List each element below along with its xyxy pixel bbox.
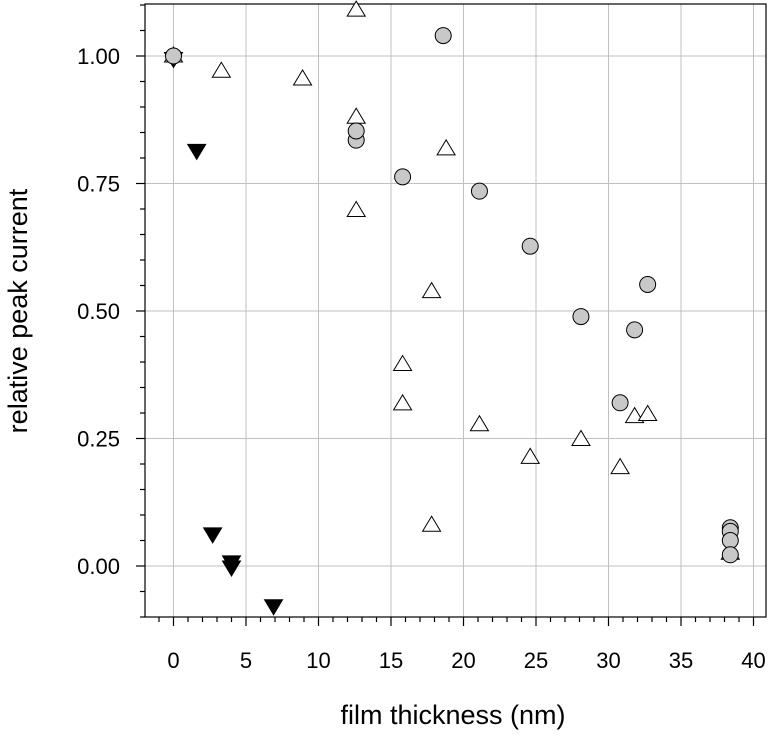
circle-point xyxy=(521,237,539,255)
open-triangle-point xyxy=(571,429,591,447)
circle-point xyxy=(470,182,488,200)
y-tick-label: 1.00 xyxy=(77,44,120,69)
x-tick-label: 15 xyxy=(379,648,403,673)
circle-point xyxy=(721,546,739,564)
y-axis-title: relative peak current xyxy=(3,188,33,433)
circle-point xyxy=(347,122,365,140)
open-triangle-point xyxy=(637,404,658,422)
filled-triangle-point xyxy=(186,143,207,161)
circle-point xyxy=(721,532,739,549)
x-tick-label: 0 xyxy=(167,648,179,673)
y-tick-label: 0.00 xyxy=(77,554,120,579)
x-tick-label: 5 xyxy=(240,648,252,673)
open-triangle-point xyxy=(421,281,442,299)
grid-lines xyxy=(145,4,766,617)
circle-point xyxy=(572,308,590,326)
y-axis-ticks: 0.00 0.25 0.50 0.75 1.00 xyxy=(77,4,145,618)
x-tick-label: 40 xyxy=(741,648,765,673)
x-tick-label: 25 xyxy=(524,648,548,673)
open-triangle-point xyxy=(392,393,413,411)
x-axis-title: film thickness (nm) xyxy=(340,700,565,730)
open-triangle-point xyxy=(346,107,367,124)
x-tick-label: 20 xyxy=(451,648,475,673)
open-triangle-point xyxy=(610,457,630,475)
x-axis-ticks: 0 5 10 15 20 25 30 35 40 xyxy=(158,617,766,673)
open-triangle-point xyxy=(436,138,456,156)
circle-point xyxy=(394,168,412,186)
circle-point xyxy=(639,275,657,293)
data-markers xyxy=(163,0,741,616)
filled-triangle-point xyxy=(202,527,223,544)
x-tick-label: 30 xyxy=(596,648,620,673)
open-triangle-point xyxy=(421,515,442,532)
y-tick-label: 0.75 xyxy=(77,172,120,197)
x-tick-label: 10 xyxy=(306,648,330,673)
y-tick-label: 0.25 xyxy=(77,427,120,452)
filled-triangle-point xyxy=(263,599,284,616)
circle-point xyxy=(626,321,644,339)
open-triangle-point xyxy=(211,61,232,78)
x-tick-label: 35 xyxy=(669,648,693,673)
open-triangle-point xyxy=(520,447,541,464)
circle-point xyxy=(434,27,452,45)
open-triangle-point xyxy=(292,68,313,86)
open-triangle-point xyxy=(346,200,367,218)
filled-triangle-point xyxy=(221,560,242,577)
circle-point xyxy=(165,47,182,65)
open-triangle-point xyxy=(469,414,490,432)
open-triangle-point xyxy=(392,354,413,372)
circle-point xyxy=(611,394,629,412)
open-triangle-point xyxy=(346,0,367,17)
y-tick-label: 0.50 xyxy=(77,299,120,324)
